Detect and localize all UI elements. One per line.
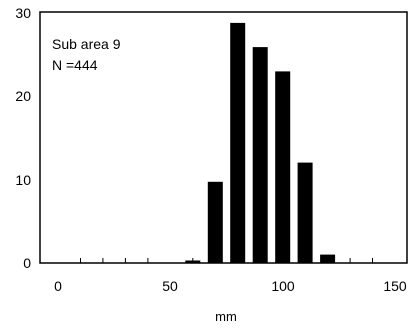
bars-group	[185, 22, 336, 264]
bar-70mm	[207, 181, 223, 263]
x-tick-label-50: 50	[162, 278, 178, 294]
y-tick-label-0: 0	[23, 255, 31, 271]
bar-60mm	[185, 260, 201, 263]
x-tick-label-150: 150	[383, 278, 407, 294]
y-tick-label-10: 10	[15, 172, 31, 188]
x-tick-label-0: 0	[54, 278, 62, 294]
plot-frame	[39, 11, 408, 264]
sample-size-annotation: N =444	[52, 57, 98, 73]
bar-100mm	[275, 71, 291, 264]
y-tick-label-20: 20	[15, 88, 31, 104]
bar-120mm	[320, 254, 336, 263]
bar-90mm	[252, 47, 268, 263]
y-tick-label-30: 30	[15, 5, 31, 21]
bar-80mm	[230, 22, 246, 264]
bar-110mm	[297, 162, 313, 263]
x-tick-label-100: 100	[271, 278, 295, 294]
subarea-annotation: Sub area 9	[52, 36, 121, 52]
x-axis-label: mm	[215, 309, 237, 324]
